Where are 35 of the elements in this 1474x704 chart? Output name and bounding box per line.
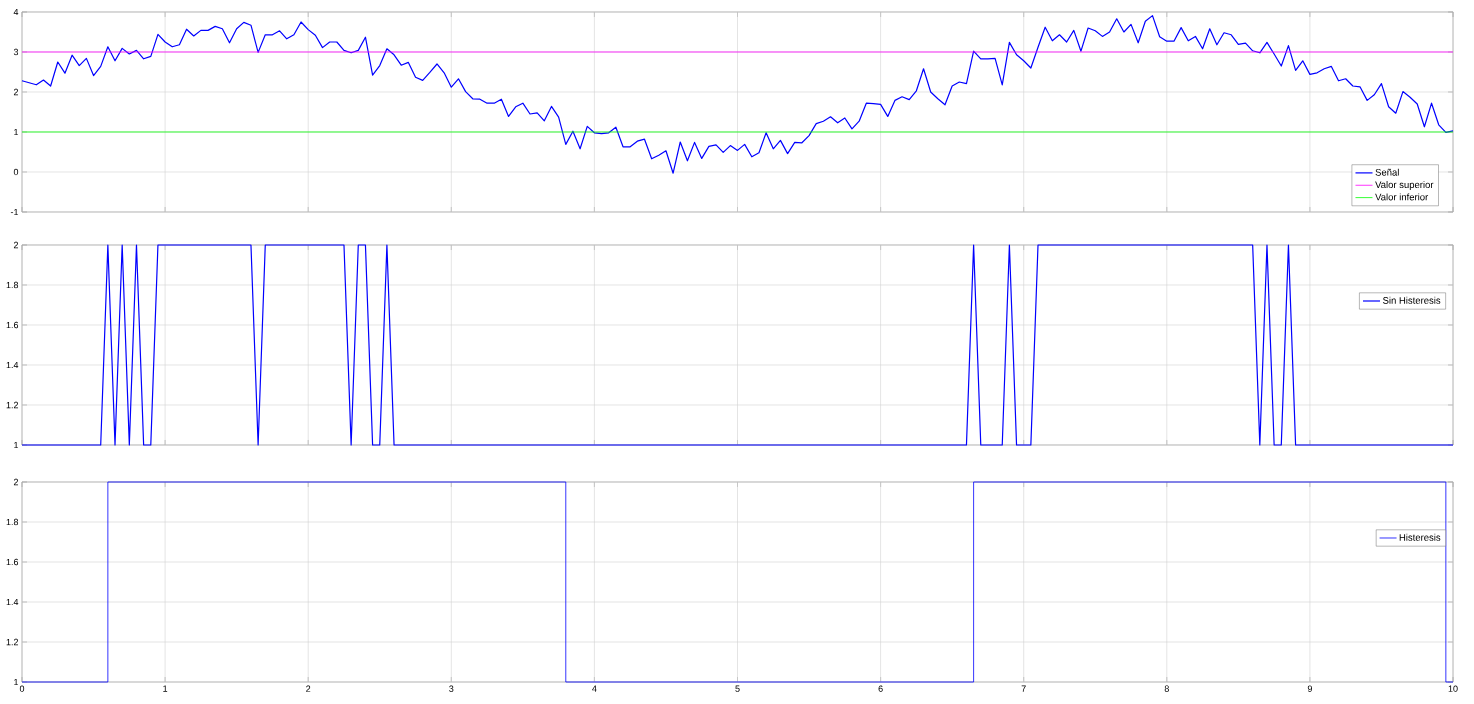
y-tick-label: 1.6	[6, 321, 19, 329]
y-tick-label: 1.8	[6, 281, 19, 289]
y-tick-label: 1	[14, 128, 19, 136]
x-tick-label: 9	[1307, 685, 1312, 692]
legend-label: Valor superior	[1375, 181, 1434, 190]
y-tick-label: 2	[13, 478, 19, 486]
y-tick-label: 1.6	[6, 558, 19, 566]
y-tick-label: 2	[13, 241, 19, 249]
legend-label: Histeresis	[1399, 533, 1441, 541]
legend-label: Valor inferior	[1375, 193, 1429, 201]
line-series	[21, 15, 1454, 174]
y-tick-label: 1	[14, 441, 19, 449]
x-tick-label: 4	[592, 685, 597, 692]
x-tick-label: 2	[306, 685, 311, 692]
y-tick-label: 1.2	[6, 401, 19, 409]
x-tick-label: 10	[1448, 685, 1458, 692]
x-tick-label: 0	[19, 685, 25, 692]
x-tick-label: 3	[449, 685, 454, 692]
x-tick-label: 6	[878, 685, 883, 692]
legend-label: Señal	[1375, 168, 1399, 176]
y-tick-label: 2	[13, 88, 19, 96]
y-tick-label: 4	[13, 8, 19, 16]
y-tick-label: 1.4	[6, 598, 19, 606]
x-tick-label: 8	[1164, 685, 1169, 692]
y-tick-label: 1.4	[6, 361, 19, 369]
y-tick-label: 3	[13, 48, 19, 56]
y-tick-label: 1	[14, 678, 19, 686]
y-tick-label: 1.2	[6, 638, 19, 646]
x-tick-label: 5	[735, 685, 740, 692]
y-tick-label: -1	[10, 208, 19, 216]
y-tick-label: 1.8	[6, 518, 19, 526]
legend-label: Sin Histeresis	[1383, 296, 1441, 304]
y-tick-label: 0	[13, 168, 19, 176]
x-tick-label: 7	[1021, 685, 1026, 692]
x-tick-label: 1	[163, 685, 168, 692]
